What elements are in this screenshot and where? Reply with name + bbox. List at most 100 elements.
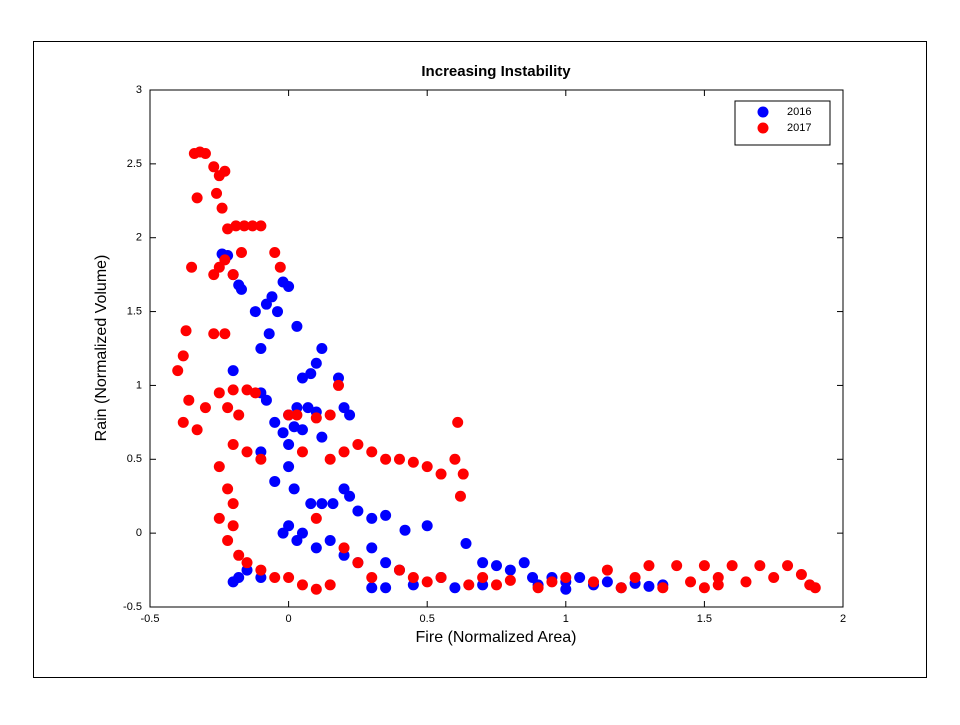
scatter-point [222, 483, 234, 495]
scatter-point [227, 384, 239, 396]
scatter-point [219, 254, 231, 266]
scatter-point [643, 560, 655, 572]
scatter-point [305, 368, 317, 380]
scatter-point [352, 557, 364, 569]
scatter-point [601, 564, 613, 576]
scatter-point [266, 291, 278, 303]
scatter-point [283, 439, 295, 451]
scatter-point [421, 576, 433, 588]
x-tick-label: 0 [286, 613, 292, 625]
scatter-point [296, 527, 308, 539]
scatter-point [460, 537, 472, 549]
scatter-point [754, 560, 766, 572]
scatter-point [213, 387, 225, 399]
x-tick-label: 2 [840, 613, 846, 625]
scatter-point [449, 582, 461, 594]
scatter-point [255, 220, 267, 232]
scatter-point [227, 269, 239, 281]
scatter-point [421, 520, 433, 532]
scatter-point [366, 582, 378, 594]
scatter-point [310, 357, 322, 369]
scatter-point [795, 569, 807, 581]
scatter-point [227, 498, 239, 510]
scatter-point [302, 402, 314, 414]
scatter-point [338, 446, 350, 458]
scatter-point [269, 571, 281, 583]
scatter-point [227, 520, 239, 532]
scatter-point [491, 579, 502, 591]
scatter-point [324, 535, 336, 547]
scatter-point [222, 402, 234, 414]
scatter-point [233, 571, 245, 583]
scatter-point [671, 560, 683, 572]
y-axis-label: Rain (Normalized Volume) [93, 255, 110, 442]
scatter-point [393, 453, 405, 465]
scatter-point [277, 527, 289, 539]
scatter-point [324, 409, 336, 421]
scatter-point [399, 524, 411, 536]
scatter-point [183, 394, 195, 406]
scatter-point [213, 512, 225, 524]
scatter-point [233, 409, 245, 421]
y-tick-label: 0.5 [127, 453, 142, 465]
scatter-point [208, 328, 220, 340]
y-tick-label: 1.5 [127, 305, 142, 317]
scatter-point [305, 498, 317, 510]
scatter-point [177, 350, 189, 362]
scatter-point [449, 453, 461, 465]
scatter-point [327, 498, 339, 510]
scatter-point [191, 424, 203, 436]
scatter-point [219, 165, 231, 177]
scatter-point [685, 576, 697, 588]
legend-label: 2016 [787, 106, 811, 118]
scatter-point [235, 283, 247, 295]
scatter-point [283, 571, 295, 583]
scatter-point [380, 453, 392, 465]
y-tick-label: 3 [136, 84, 142, 96]
scatter-point [283, 280, 295, 292]
scatter-point [601, 576, 613, 588]
scatter-point [283, 461, 295, 473]
scatter-point [213, 461, 225, 473]
scatter-point [344, 409, 356, 421]
scatter-point [296, 372, 308, 384]
scatter-point [532, 582, 544, 594]
scatter-point [310, 583, 322, 595]
scatter-point [274, 261, 286, 273]
y-tick-label: 2 [136, 232, 142, 244]
scatter-point [255, 343, 267, 354]
scatter-point [199, 148, 211, 160]
scatter-point [352, 439, 364, 451]
scatter-point [238, 220, 250, 232]
scatter-point [172, 365, 184, 377]
scatter-point [241, 557, 253, 569]
scatter-point [454, 490, 466, 502]
scatter-point [249, 306, 261, 318]
y-tick-label: -0.5 [123, 601, 142, 613]
scatter-point [457, 468, 469, 480]
scatter-point [393, 564, 405, 576]
scatter-point [477, 571, 489, 583]
scatter-point [366, 571, 378, 583]
scatter-point [272, 306, 284, 318]
scatter-point [698, 560, 710, 572]
scatter-point [227, 365, 239, 377]
scatter-point [216, 202, 228, 214]
scatter-point [643, 580, 655, 592]
scatter-point [222, 223, 234, 235]
scatter-point [546, 576, 558, 588]
scatter-point [199, 402, 211, 414]
x-tick-label: 0.5 [420, 613, 435, 625]
x-tick-label: 1 [563, 613, 569, 625]
scatter-point [574, 571, 586, 583]
scatter-point [291, 320, 303, 332]
scatter-point [380, 509, 392, 521]
scatter-point [421, 461, 433, 473]
scatter-point [255, 453, 267, 465]
y-tick-label: 0 [136, 527, 142, 539]
scatter-point [366, 446, 378, 458]
scatter-point [407, 456, 419, 468]
scatter-point [296, 446, 308, 458]
scatter-point [407, 571, 419, 583]
